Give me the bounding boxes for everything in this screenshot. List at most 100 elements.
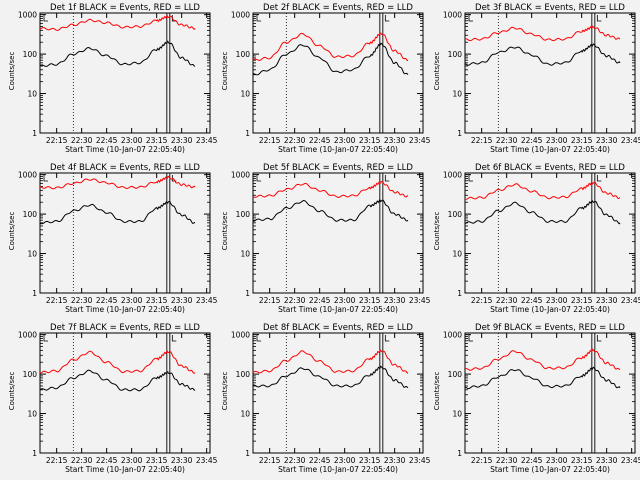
x-tick-label: 23:00 [121, 456, 143, 465]
x-tick-label: 23:45 [409, 136, 431, 145]
x-tick-label: 23:00 [546, 136, 568, 145]
y-tick-label: 1000 [231, 11, 250, 20]
series-line-events [253, 42, 409, 76]
series-line-events [252, 199, 409, 222]
y-tick-label: 1000 [18, 331, 37, 340]
x-tick-label: 22:45 [309, 136, 331, 145]
y-tick-label: 10 [452, 410, 462, 419]
series-line-lld [464, 348, 621, 371]
plot-frame [464, 172, 636, 294]
y-axis-label: Counts/sec [8, 52, 16, 91]
corner-mark [596, 175, 602, 182]
series-line-events [39, 369, 196, 392]
series-line-lld [39, 14, 196, 32]
plot-frame [39, 12, 211, 134]
x-axis-label: Start Time (10-Jan-07 22:05:40) [278, 465, 398, 474]
y-tick-label: 10 [240, 250, 250, 259]
plot-frame [252, 172, 424, 294]
x-tick-label: 23:15 [571, 136, 593, 145]
y-tick-label: 100 [236, 210, 251, 219]
x-tick-label: 22:15 [46, 136, 68, 145]
panel-det-2: Det 2f BLACK = Events, RED = LLD 1 10 100 10… [221, 3, 431, 154]
x-tick-label: 22:45 [96, 456, 118, 465]
x-tick-label: 22:45 [96, 296, 118, 305]
panel-title: Det 1f BLACK = Events, RED = LLD [50, 3, 200, 13]
panel-title: Det 9f BLACK = Events, RED = LLD [475, 323, 625, 333]
y-tick-label: 10 [240, 410, 250, 419]
y-tick-label: 100 [236, 50, 251, 59]
panel-det-7: Det 7f BLACK = Events, RED = LLD 1 10 100 10… [8, 323, 218, 474]
panel-title: Det 7f BLACK = Events, RED = LLD [50, 323, 200, 333]
y-tick-label: 1 [245, 129, 250, 138]
x-tick-label: 22:30 [496, 296, 518, 305]
x-tick-label: 23:15 [571, 296, 593, 305]
panel-title: Det 2f BLACK = Events, RED = LLD [263, 3, 413, 13]
series-line-lld [39, 175, 196, 190]
x-tick-label: 23:15 [146, 296, 168, 305]
y-axis-label: Counts/sec [433, 52, 441, 91]
x-tick-label: 22:15 [46, 456, 68, 465]
y-tick-label: 100 [236, 370, 251, 379]
y-tick-label: 1 [32, 289, 37, 298]
corner-mark [384, 335, 390, 342]
corner-mark [43, 175, 48, 182]
x-tick-label: 23:45 [409, 296, 431, 305]
plot-frame [252, 12, 424, 134]
corner-mark [43, 15, 48, 22]
y-tick-label: 10 [452, 90, 462, 99]
x-tick-label: 23:30 [171, 136, 193, 145]
series-line-events [464, 199, 621, 225]
series-line-events [252, 365, 409, 389]
y-tick-label: 100 [23, 50, 38, 59]
x-tick-label: 23:45 [621, 296, 640, 305]
x-tick-label: 23:45 [621, 456, 640, 465]
y-tick-label: 1 [457, 289, 462, 298]
series-line-events [464, 366, 621, 389]
y-tick-label: 1 [245, 449, 250, 458]
x-axis-label: Start Time (10-Jan-07 22:05:40) [65, 145, 185, 154]
x-tick-label: 23:30 [384, 136, 406, 145]
series-line-events [39, 40, 196, 67]
y-tick-label: 1000 [18, 171, 37, 180]
x-tick-label: 22:30 [284, 136, 306, 145]
y-tick-label: 1000 [231, 331, 250, 340]
panel-det-4: Det 4f BLACK = Events, RED = LLD 1 10 100 10… [8, 163, 218, 314]
x-tick-label: 22:15 [259, 296, 281, 305]
x-tick-label: 22:30 [496, 456, 518, 465]
panel-det-6: Det 6f BLACK = Events, RED = LLD 1 10 100 10… [433, 163, 640, 314]
x-tick-label: 23:00 [546, 296, 568, 305]
x-tick-label: 22:15 [259, 136, 281, 145]
corner-mark [596, 335, 602, 342]
x-tick-label: 23:15 [359, 136, 381, 145]
plot-frame [464, 12, 636, 134]
x-axis-label: Start Time (10-Jan-07 22:05:40) [278, 305, 398, 314]
x-tick-label: 22:45 [309, 456, 331, 465]
y-tick-label: 1000 [231, 171, 250, 180]
x-tick-label: 22:15 [471, 136, 493, 145]
y-tick-label: 10 [27, 410, 37, 419]
x-tick-label: 23:30 [171, 456, 193, 465]
y-tick-label: 100 [23, 210, 38, 219]
y-tick-label: 10 [452, 250, 462, 259]
x-tick-label: 22:30 [284, 296, 306, 305]
corner-mark [256, 335, 261, 342]
corner-mark [43, 335, 48, 342]
panel-det-3: Det 3f BLACK = Events, RED = LLD 1 10 100 10… [433, 3, 640, 154]
corner-mark [384, 15, 390, 22]
y-axis-label: Counts/sec [433, 212, 441, 251]
x-tick-label: 23:30 [596, 296, 618, 305]
panel-title: Det 6f BLACK = Events, RED = LLD [475, 163, 625, 173]
x-tick-label: 23:15 [146, 136, 168, 145]
x-tick-label: 22:30 [496, 136, 518, 145]
y-axis-label: Counts/sec [433, 372, 441, 411]
panel-title: Det 5f BLACK = Events, RED = LLD [263, 163, 413, 173]
x-axis-label: Start Time (10-Jan-07 22:05:40) [278, 145, 398, 154]
x-tick-label: 23:15 [146, 456, 168, 465]
x-tick-label: 22:15 [471, 456, 493, 465]
panel-title: Det 4f BLACK = Events, RED = LLD [50, 163, 200, 173]
corner-mark [384, 175, 390, 182]
series-line-events [39, 200, 196, 225]
x-tick-label: 22:30 [71, 296, 93, 305]
x-tick-label: 23:45 [621, 136, 640, 145]
